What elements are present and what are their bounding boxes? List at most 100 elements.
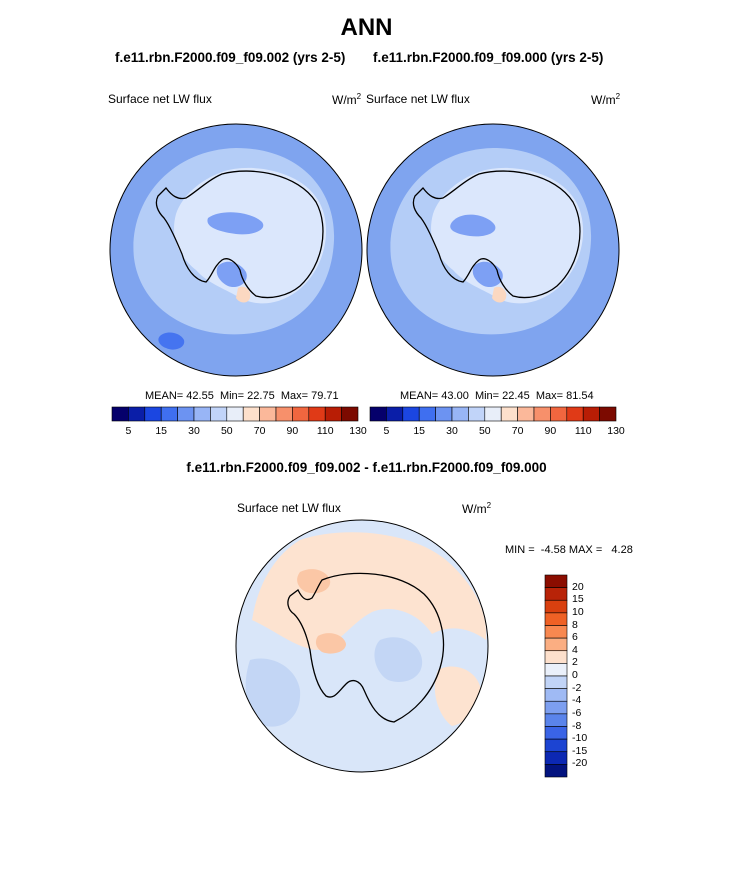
colorbar-swatch <box>451 406 469 422</box>
colorbar-swatch <box>544 688 568 702</box>
colorbar-tick-label: 70 <box>511 425 524 437</box>
colorbar-swatch <box>160 406 178 422</box>
colorbar-tick-label: 4 <box>572 643 578 656</box>
panel2-coastline <box>412 170 581 299</box>
colorbar-swatch <box>468 406 486 422</box>
diff-warm-patch-2 <box>434 666 481 726</box>
colorbar-tick-label: 2 <box>572 656 578 669</box>
colorbar-swatch <box>544 764 568 778</box>
panel2-variable-label: Surface net LW flux <box>366 92 470 106</box>
panel2-low-patch <box>450 214 496 237</box>
panel2-ice-field <box>431 167 584 304</box>
colorbar-tick-label: -4 <box>572 694 582 707</box>
colorbar-swatch <box>566 406 584 422</box>
colorbar-tick-label: -15 <box>572 744 588 757</box>
colorbar-swatch <box>369 406 387 422</box>
diff-variable-label: Surface net LW flux <box>237 501 341 515</box>
panel1-colorbar <box>111 406 359 422</box>
colorbar-tick-label: 10 <box>572 605 584 618</box>
colorbar-swatch <box>582 406 600 422</box>
colorbar-swatch <box>484 406 502 422</box>
colorbar-swatch <box>144 406 162 422</box>
colorbar-tick-label: 130 <box>349 425 367 437</box>
colorbar-swatch <box>402 406 420 422</box>
panel1-low-patch <box>207 212 264 235</box>
colorbar-tick-label: 90 <box>544 425 557 437</box>
panel1-ice-field <box>174 167 327 304</box>
colorbar-swatch <box>544 700 568 715</box>
colorbar-tick-label: -6 <box>572 706 582 719</box>
case-title-right: f.e11.rbn.F2000.f09_f09.000 (yrs 2-5) <box>373 50 604 65</box>
colorbar-swatch <box>544 713 568 727</box>
colorbar-swatch <box>259 406 277 422</box>
colorbar-tick-label: 50 <box>478 425 491 437</box>
colorbar-swatch <box>111 406 129 422</box>
colorbar-tick-label: 70 <box>253 425 266 437</box>
diff-coastline <box>287 572 445 723</box>
colorbar-tick-label: 8 <box>572 618 578 631</box>
colorbar-swatch <box>292 406 310 422</box>
colorbar-tick-label: -2 <box>572 681 582 694</box>
colorbar-tick-label: 6 <box>572 631 578 644</box>
colorbar-swatch <box>544 599 568 614</box>
diff-units-label: W/m2 <box>462 501 492 516</box>
panel1-units-label: W/m2 <box>332 92 362 107</box>
colorbar-swatch <box>226 406 244 422</box>
colorbar-swatch <box>544 663 568 677</box>
colorbar-tick-label: 30 <box>188 425 200 437</box>
colorbar-tick-label: -8 <box>572 719 582 732</box>
colorbar-swatch <box>550 406 568 422</box>
colorbar-swatch <box>193 406 211 422</box>
panel1-map <box>109 123 363 377</box>
colorbar-tick-label: 20 <box>572 580 584 593</box>
colorbar-tick-label: 30 <box>446 425 458 437</box>
diff-warm-field <box>252 532 487 650</box>
diff-title: f.e11.rbn.F2000.f09_f09.002 - f.e11.rbn.… <box>186 460 547 475</box>
panel1-coastline <box>155 170 324 299</box>
colorbar-tick-label: 50 <box>220 425 233 437</box>
colorbar-swatch <box>544 675 568 689</box>
colorbar-swatch <box>177 406 195 422</box>
colorbar-swatch <box>308 406 326 422</box>
panel1-warm-patch <box>236 286 251 303</box>
colorbar-tick-label: -20 <box>572 757 588 770</box>
colorbar-swatch <box>544 738 568 753</box>
colorbar-tick-label: 110 <box>316 425 334 437</box>
page-title: ANN <box>340 14 393 41</box>
colorbar-tick-label: 130 <box>607 425 625 437</box>
colorbar-swatch <box>544 612 568 626</box>
panel1-stats: MEAN= 42.55 Min= 22.75 Max= 79.71 <box>145 390 339 402</box>
panel1-low-patch-3 <box>158 332 185 350</box>
diff-map <box>235 519 489 773</box>
colorbar-swatch <box>544 650 568 664</box>
colorbar-swatch <box>544 751 568 765</box>
diff-colorbar <box>544 574 568 778</box>
colorbar-swatch <box>544 637 568 652</box>
colorbar-tick-label: 110 <box>574 425 592 437</box>
colorbar-tick-label: 90 <box>286 425 299 437</box>
colorbar-swatch <box>242 406 260 422</box>
colorbar-swatch <box>533 406 551 422</box>
colorbar-swatch <box>324 406 342 422</box>
panel2-map <box>366 123 620 377</box>
colorbar-tick-label: 15 <box>413 425 426 437</box>
colorbar-swatch <box>500 406 518 422</box>
colorbar-tick-label: 15 <box>155 425 168 437</box>
diff-warm-patch-4 <box>315 633 346 654</box>
colorbar-swatch <box>341 406 359 422</box>
colorbar-swatch <box>210 406 228 422</box>
panel2-colorbar <box>369 406 617 422</box>
case-title-left: f.e11.rbn.F2000.f09_f09.002 (yrs 2-5) <box>115 50 346 65</box>
colorbar-tick-label: 0 <box>572 669 578 681</box>
panel1-variable-label: Surface net LW flux <box>108 92 212 106</box>
colorbar-swatch <box>386 406 404 422</box>
panel2-stats: MEAN= 43.00 Min= 22.45 Max= 81.54 <box>400 390 594 402</box>
colorbar-swatch <box>544 587 568 601</box>
diff-stats: MIN = -4.58 MAX = 4.28 <box>505 544 633 556</box>
panel2-warm-patch <box>492 286 507 303</box>
colorbar-tick-label: 5 <box>125 425 132 437</box>
colorbar-swatch <box>599 406 617 422</box>
colorbar-swatch <box>544 625 568 639</box>
colorbar-swatch <box>128 406 146 422</box>
